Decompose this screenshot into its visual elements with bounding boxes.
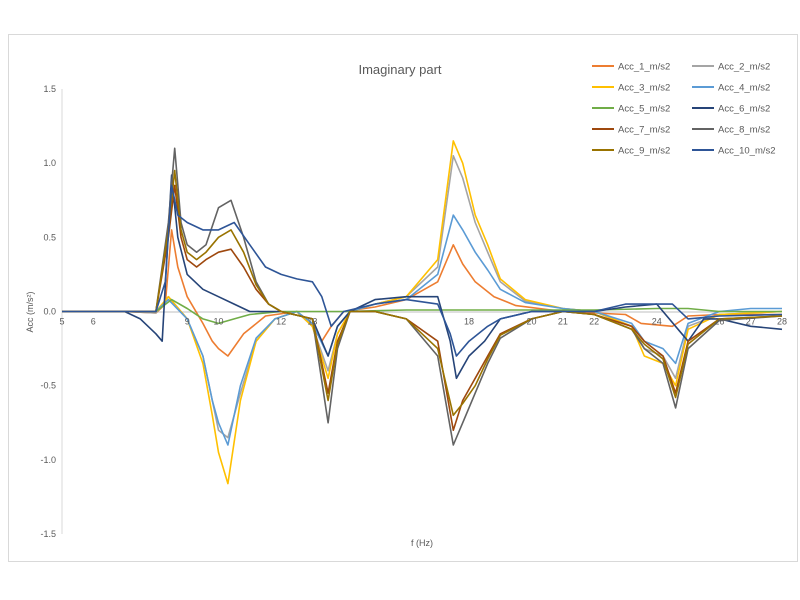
legend-label: Acc_3_m/s2 — [618, 83, 670, 94]
legend-label: Acc_2_m/s2 — [718, 62, 770, 73]
y-tick-label: 1.5 — [43, 84, 56, 94]
x-tick-label: 5 — [59, 317, 64, 327]
x-tick-label: 9 — [185, 317, 190, 327]
tick-group: -1.5 -1.0 -0.5 0.0 0.5 1.0 1.5 5 6 9 10 12 13 18 20 21 2… — [40, 84, 787, 539]
y-tick-label: -1.0 — [40, 455, 56, 465]
legend-label: Acc_1_m/s2 — [618, 62, 670, 73]
legend-label: Acc_6_m/s2 — [718, 104, 770, 115]
series-group — [62, 140, 783, 485]
y-axis-title: Acc (m/s²) — [25, 292, 35, 333]
x-tick-label: 27 — [746, 317, 756, 327]
legend-label: Acc_9_m/s2 — [618, 146, 670, 157]
x-tick-label: 13 — [307, 317, 317, 327]
legend: Acc_1_m/s2 Acc_2_m/s2 Acc_3_m/s2 Acc_4_m/s2… — [592, 62, 776, 157]
x-tick-label: 18 — [464, 317, 474, 327]
chart-title: Imaginary part — [358, 62, 441, 77]
x-tick-label: 26 — [714, 317, 724, 327]
series-line-9 — [62, 169, 783, 417]
y-tick-label: 0.5 — [43, 232, 56, 242]
x-tick-label: 28 — [777, 317, 787, 327]
legend-label: Acc_7_m/s2 — [618, 125, 670, 136]
x-tick-label: 21 — [558, 317, 568, 327]
y-tick-label: 0.0 — [43, 307, 56, 317]
y-tick-label: -1.5 — [40, 529, 56, 539]
legend-label: Acc_8_m/s2 — [718, 125, 770, 136]
x-tick-label: 10 — [214, 317, 224, 327]
x-axis-title: f (Hz) — [411, 538, 433, 548]
x-tick-label: 20 — [527, 317, 537, 327]
y-tick-label: 1.0 — [43, 158, 56, 168]
legend-label: Acc_10_m/s2 — [718, 146, 776, 157]
legend-label: Acc_4_m/s2 — [718, 83, 770, 94]
y-tick-label: -0.5 — [40, 381, 56, 391]
x-tick-label: 12 — [276, 317, 286, 327]
x-tick-label: 6 — [91, 317, 96, 327]
legend-label: Acc_5_m/s2 — [618, 104, 670, 115]
x-tick-label: 22 — [589, 317, 599, 327]
x-tick-label: 24 — [652, 317, 662, 327]
series-line-10 — [62, 184, 783, 357]
